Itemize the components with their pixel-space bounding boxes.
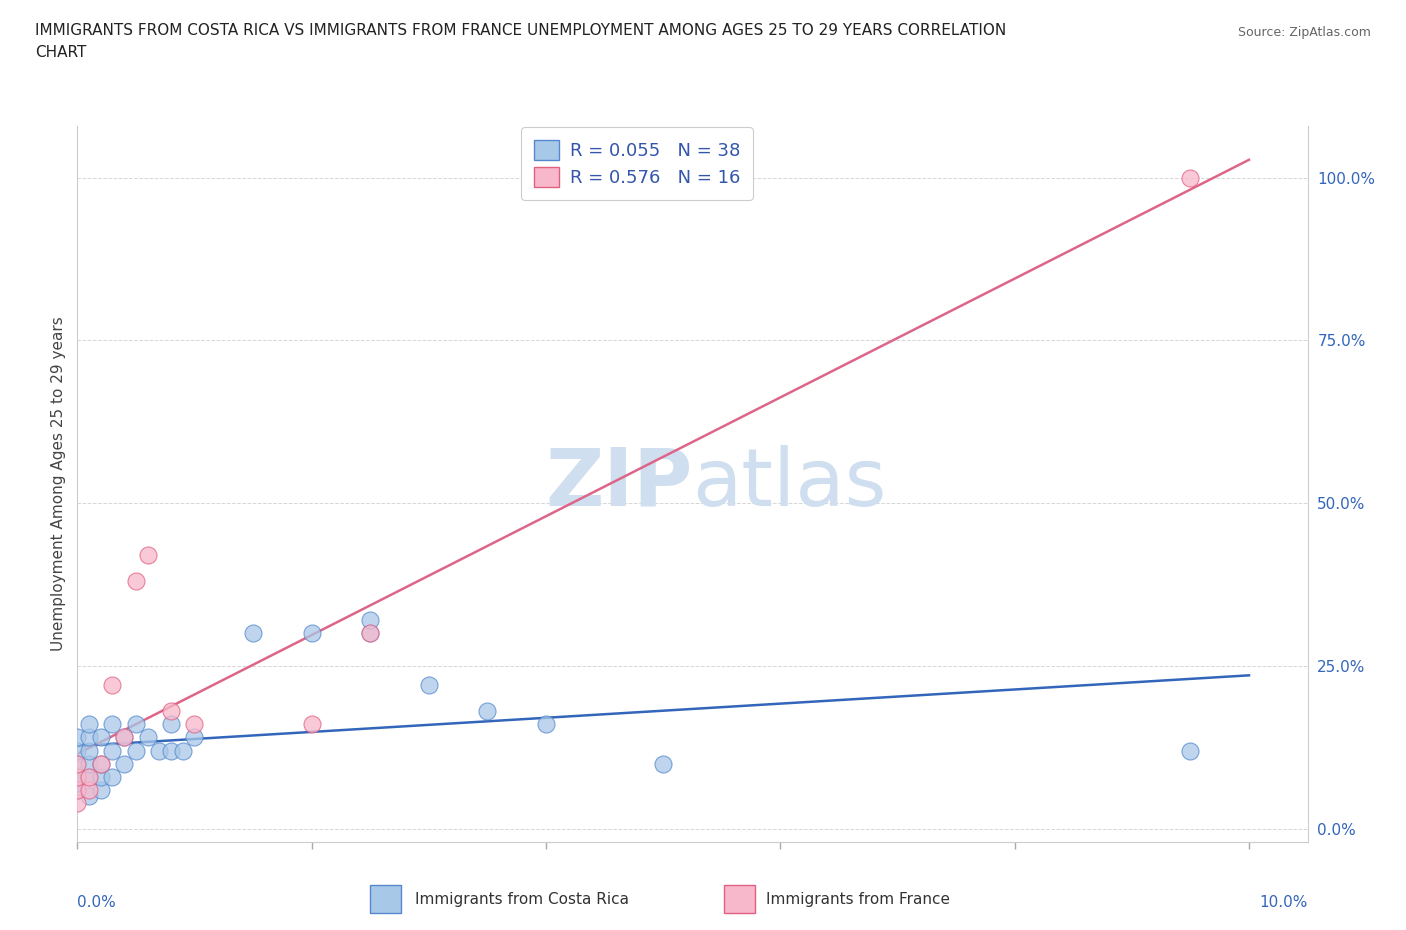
Point — [125, 717, 148, 732]
Point — [534, 717, 557, 732]
Point — [66, 743, 89, 758]
Point — [112, 730, 135, 745]
Text: IMMIGRANTS FROM COSTA RICA VS IMMIGRANTS FROM FRANCE UNEMPLOYMENT AMONG AGES 25 : IMMIGRANTS FROM COSTA RICA VS IMMIGRANTS… — [35, 23, 1007, 38]
Point — [77, 730, 100, 745]
Text: Immigrants from France: Immigrants from France — [766, 892, 950, 907]
Point — [77, 743, 100, 758]
Point — [66, 769, 89, 784]
Point — [66, 756, 89, 771]
Point — [77, 769, 100, 784]
Point — [301, 626, 323, 641]
Point — [66, 795, 89, 810]
Point — [359, 626, 381, 641]
Y-axis label: Unemployment Among Ages 25 to 29 years: Unemployment Among Ages 25 to 29 years — [51, 316, 66, 651]
Point — [125, 743, 148, 758]
Point — [125, 574, 148, 589]
Point — [1180, 743, 1202, 758]
Point — [77, 782, 100, 797]
Point — [101, 678, 124, 693]
Point — [183, 717, 205, 732]
Point — [112, 730, 135, 745]
Point — [160, 717, 183, 732]
Point — [66, 782, 89, 797]
Point — [172, 743, 194, 758]
Text: atlas: atlas — [693, 445, 887, 523]
Point — [90, 756, 112, 771]
Text: ZIP: ZIP — [546, 445, 693, 523]
Point — [359, 626, 381, 641]
Text: CHART: CHART — [35, 45, 87, 60]
Legend: R = 0.055   N = 38, R = 0.576   N = 16: R = 0.055 N = 38, R = 0.576 N = 16 — [522, 127, 754, 200]
Point — [148, 743, 170, 758]
Point — [66, 730, 89, 745]
Point — [90, 769, 112, 784]
Text: 0.0%: 0.0% — [77, 896, 117, 910]
Point — [66, 776, 89, 790]
Point — [301, 717, 323, 732]
Point — [359, 613, 381, 628]
Point — [90, 782, 112, 797]
Text: Immigrants from Costa Rica: Immigrants from Costa Rica — [415, 892, 628, 907]
Point — [66, 769, 89, 784]
Point — [90, 756, 112, 771]
Point — [77, 717, 100, 732]
Point — [77, 789, 100, 804]
Point — [652, 756, 675, 771]
Point — [90, 730, 112, 745]
Point — [101, 769, 124, 784]
Point — [418, 678, 440, 693]
Point — [66, 782, 89, 797]
Point — [77, 769, 100, 784]
Point — [66, 756, 89, 771]
Text: 10.0%: 10.0% — [1260, 896, 1308, 910]
Point — [242, 626, 264, 641]
Point — [136, 730, 159, 745]
Point — [77, 756, 100, 771]
Point — [112, 756, 135, 771]
Point — [136, 548, 159, 563]
Point — [101, 743, 124, 758]
Text: Source: ZipAtlas.com: Source: ZipAtlas.com — [1237, 26, 1371, 39]
Point — [160, 743, 183, 758]
Point — [101, 717, 124, 732]
Point — [1180, 170, 1202, 185]
Point — [183, 730, 205, 745]
Point — [477, 704, 499, 719]
Point — [160, 704, 183, 719]
